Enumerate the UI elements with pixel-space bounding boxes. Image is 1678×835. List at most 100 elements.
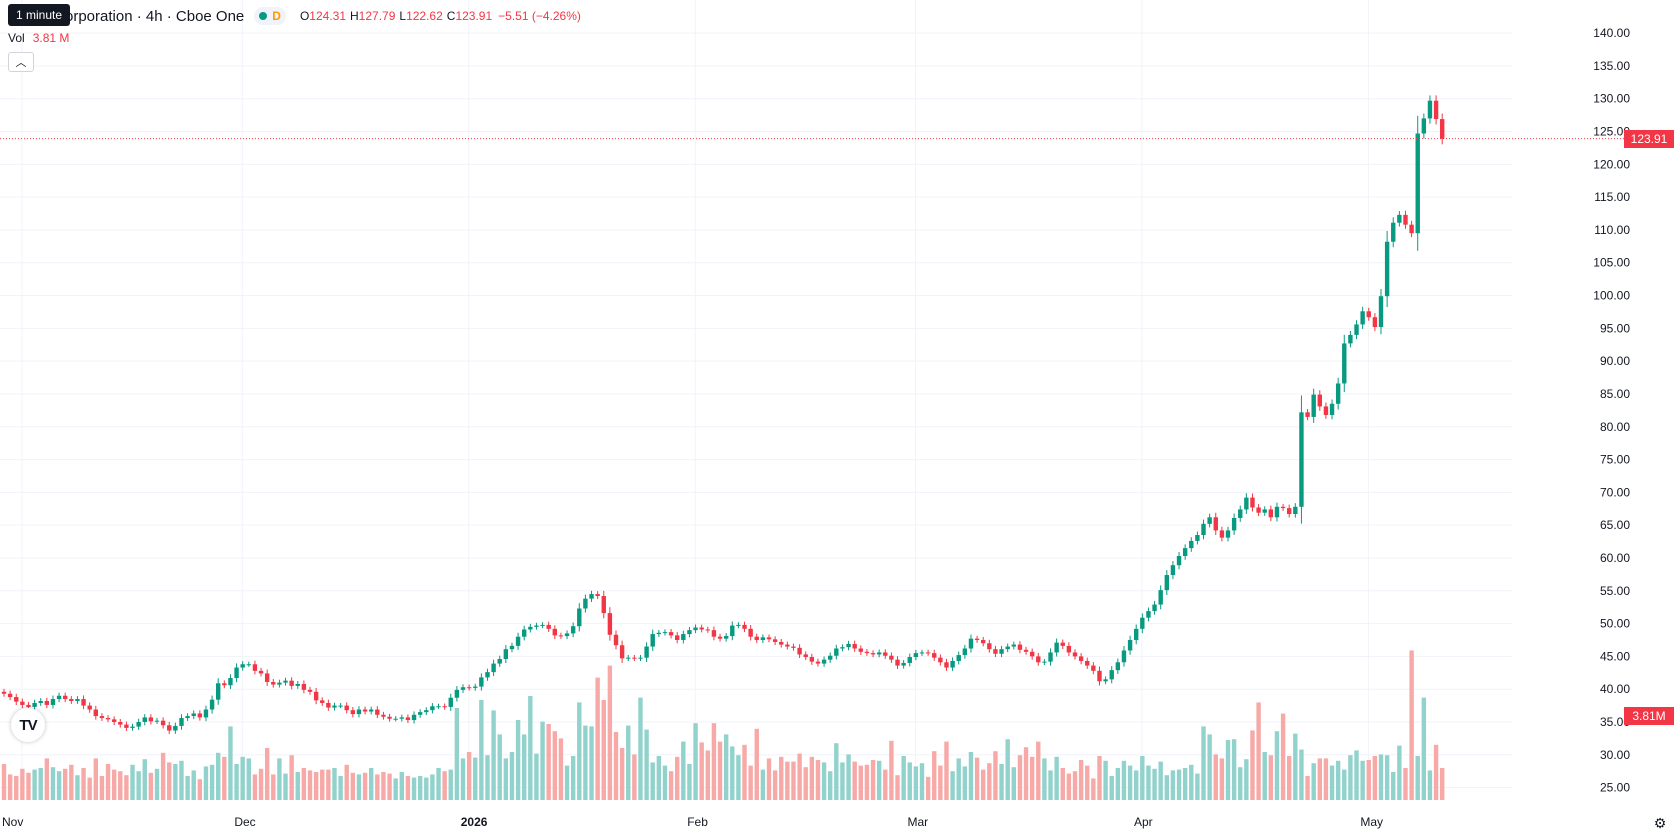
settings-icon[interactable]: ⚙ <box>1653 815 1667 831</box>
volume-bar <box>75 775 80 800</box>
y-tick-label: 120.00 <box>1593 157 1630 171</box>
volume-bar <box>1372 756 1378 800</box>
volume-bar <box>369 768 374 800</box>
candle-body <box>748 628 753 637</box>
candle-body <box>362 709 368 712</box>
candle-body <box>14 697 19 702</box>
volume-bar <box>1348 755 1353 800</box>
candle-body <box>1409 224 1414 234</box>
last-price-badge: 123.91 <box>1624 129 1674 148</box>
candle-body <box>1152 604 1157 612</box>
volume-bar <box>356 774 362 800</box>
volume-bar <box>32 769 37 800</box>
volume-bar <box>258 768 264 800</box>
candle-body <box>1329 403 1335 415</box>
volume-bar <box>154 768 160 800</box>
volume-bar <box>840 762 845 800</box>
candle-body <box>522 629 527 637</box>
volume-bar <box>491 710 496 800</box>
candle-body <box>1054 642 1059 653</box>
volume-bar <box>148 772 154 800</box>
volume-bar <box>883 769 888 800</box>
candle-body <box>785 644 790 647</box>
volume-bar <box>1397 745 1402 800</box>
x-tick-label: 2026 <box>461 815 488 829</box>
volume-bar <box>1305 776 1310 800</box>
y-tick-label: 115.00 <box>1594 190 1630 204</box>
volume-bar <box>81 768 86 800</box>
volume-bar <box>821 762 827 800</box>
candle-body <box>26 704 31 707</box>
volume-bar <box>907 762 912 800</box>
candle-body <box>81 699 86 706</box>
volume-bar <box>1103 760 1108 800</box>
volume-bar <box>93 758 98 800</box>
symbol-title[interactable]: orporation · 4h · Cboe One <box>65 7 245 25</box>
volume-bar <box>1109 776 1114 800</box>
volume-bar <box>619 748 625 800</box>
candle-body <box>1036 656 1041 663</box>
candle-body <box>424 710 429 713</box>
volume-bar <box>417 776 423 800</box>
candle-body <box>564 633 570 637</box>
volume-bar <box>1048 770 1053 800</box>
candle-body <box>1372 317 1378 328</box>
volume-bar <box>772 770 778 800</box>
volume-bar <box>56 771 62 800</box>
volume-bar <box>1176 769 1182 800</box>
volume-bar <box>1335 760 1341 800</box>
tradingview-logo[interactable]: TV <box>11 708 45 742</box>
volume-bar <box>1189 764 1194 800</box>
market-status[interactable]: D <box>254 7 286 25</box>
candle-body <box>460 687 466 690</box>
candle-body <box>326 702 331 708</box>
volume-bar <box>216 752 221 800</box>
candle-body <box>1244 497 1249 510</box>
candle-body <box>1189 540 1194 549</box>
candle-body <box>938 657 943 663</box>
candle-body <box>1140 617 1145 629</box>
candle-body <box>1311 394 1316 417</box>
volume-bar <box>1378 754 1384 800</box>
volume-bar <box>130 764 135 800</box>
volume-bar <box>1366 760 1371 800</box>
volume-bar <box>656 756 662 800</box>
volume-bar <box>938 765 943 800</box>
volume-bar <box>705 750 710 800</box>
candle-body <box>454 689 460 698</box>
y-tick-label: 85.00 <box>1600 387 1630 401</box>
candle-body <box>277 682 282 685</box>
volume-label: Vol <box>8 31 25 45</box>
candle-body <box>203 709 209 718</box>
high-key: H <box>350 9 359 23</box>
candle-body <box>1225 530 1231 538</box>
volume-bar <box>1029 756 1035 800</box>
candle-body <box>191 713 196 717</box>
interval-tooltip: 1 minute <box>8 4 71 26</box>
volume-bar <box>1170 770 1176 800</box>
y-tick-label: 130.00 <box>1593 92 1630 106</box>
candle-body <box>430 706 435 711</box>
volume-bar <box>876 760 882 800</box>
candle-body <box>828 655 833 660</box>
volume-bar <box>26 772 31 800</box>
candle-body <box>711 630 717 637</box>
volume-bar <box>1121 760 1127 800</box>
volume-bar <box>1158 761 1163 800</box>
volume-bar <box>1293 733 1298 800</box>
candle-body <box>1060 642 1065 646</box>
collapse-legend-button[interactable]: ︿ <box>8 52 34 72</box>
candle-body <box>577 608 582 627</box>
candle-body <box>791 646 796 648</box>
volume-bar <box>209 764 215 800</box>
volume-bar <box>828 771 833 800</box>
candle-body <box>497 659 502 664</box>
volume-bar <box>203 766 209 800</box>
volume-bar <box>601 700 606 800</box>
candle-body <box>858 648 863 652</box>
y-tick-label: 75.00 <box>1600 453 1630 467</box>
candle-body <box>399 717 404 719</box>
volume-bar <box>846 754 851 800</box>
volume-bar <box>760 769 766 800</box>
